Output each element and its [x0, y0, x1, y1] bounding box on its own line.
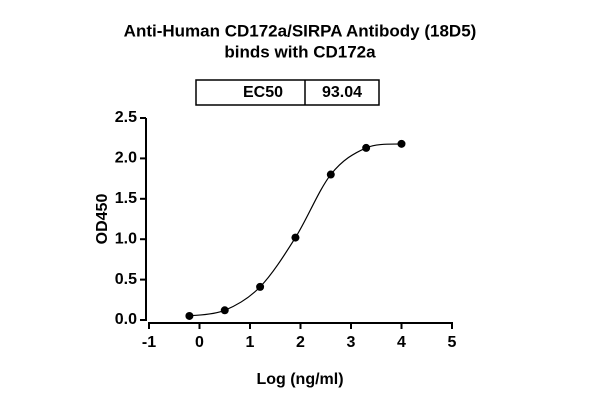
data-point — [256, 282, 265, 291]
y-tick-label: 0.0 — [115, 311, 137, 328]
chart-title: Anti-Human CD172a/SIRPA Antibody (18D5) — [124, 21, 477, 40]
data-point — [362, 143, 371, 152]
y-tick-label: 0.5 — [115, 271, 137, 288]
y-axis-label: OD450 — [94, 194, 111, 245]
ec50-box — [195, 79, 380, 106]
x-tick-label: -1 — [142, 334, 156, 351]
ec50-label: EC50 — [243, 84, 283, 101]
data-point — [326, 170, 335, 179]
data-point — [220, 306, 229, 315]
y-tick-label: 1.5 — [115, 190, 137, 207]
data-point — [397, 139, 406, 148]
y-tick-label: 2.0 — [115, 150, 137, 167]
x-axis-label: Log (ng/ml) — [256, 371, 343, 388]
x-tick-label: 1 — [246, 334, 255, 351]
x-tick-label: 2 — [296, 334, 305, 351]
ec50-value: 93.04 — [322, 84, 362, 101]
x-tick-label: 4 — [397, 334, 406, 351]
data-point — [185, 311, 194, 320]
x-tick-label: 3 — [347, 334, 356, 351]
data-point — [291, 233, 300, 242]
chart-title: binds with CD172a — [224, 42, 376, 61]
y-tick-label: 1.0 — [115, 230, 137, 247]
x-tick-label: 0 — [195, 334, 204, 351]
y-tick-label: 2.5 — [115, 109, 137, 126]
fit-curve — [189, 143, 402, 317]
x-tick-label: 5 — [448, 334, 457, 351]
